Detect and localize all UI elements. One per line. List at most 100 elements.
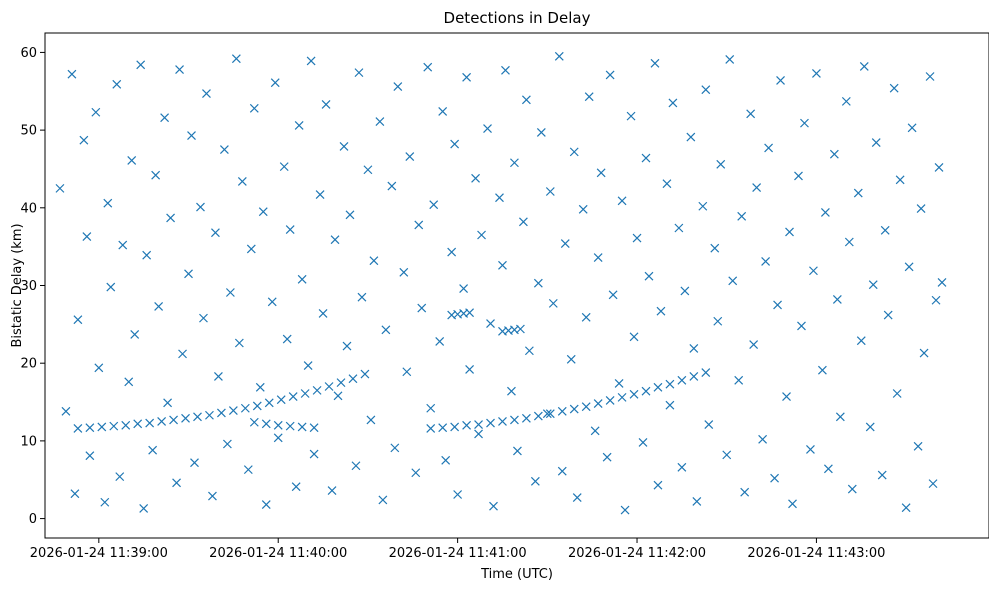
data-point [166, 213, 176, 223]
data-point [97, 422, 107, 432]
data-point [450, 139, 460, 149]
data-point [261, 500, 271, 510]
data-point [405, 152, 415, 161]
data-point [892, 389, 902, 398]
data-point [205, 410, 214, 420]
data-point [118, 240, 128, 250]
data-point [243, 465, 253, 475]
data-point [524, 346, 534, 356]
x-tick-label: 2026-01-24 11:39:00 [30, 546, 168, 561]
data-point [650, 58, 660, 68]
data-point [330, 235, 340, 245]
data-point [157, 417, 167, 426]
data-point [770, 473, 779, 483]
data-point [931, 295, 941, 305]
data-point [871, 138, 881, 147]
data-point [390, 443, 400, 453]
data-point [450, 422, 460, 432]
y-tick-label: 60 [20, 46, 37, 61]
data-point [213, 371, 223, 381]
data-point [73, 424, 83, 433]
x-tick-label: 2026-01-24 11:43:00 [747, 546, 885, 561]
data-point [617, 196, 627, 206]
data-point [785, 227, 794, 237]
data-point [749, 340, 759, 349]
data-point [677, 375, 687, 385]
data-point [554, 51, 564, 61]
data-point [190, 458, 199, 468]
data-point [557, 466, 567, 476]
data-point [276, 395, 286, 405]
data-point [548, 298, 558, 308]
data-point [181, 413, 190, 423]
data-point [423, 62, 433, 72]
data-point [572, 493, 582, 503]
data-point [605, 396, 615, 405]
data-point [641, 386, 651, 396]
data-point [880, 225, 890, 235]
data-point [303, 361, 313, 370]
data-point [348, 374, 358, 384]
data-point [722, 450, 732, 460]
data-point [533, 278, 543, 288]
data-point [752, 183, 762, 193]
data-point [569, 147, 579, 157]
data-point [375, 117, 385, 126]
data-point [67, 69, 77, 79]
data-point [483, 124, 492, 133]
data-point [797, 321, 806, 331]
data-point [495, 193, 504, 203]
data-point [300, 389, 310, 398]
data-point [632, 233, 642, 243]
data-point [486, 418, 495, 428]
data-point [354, 68, 364, 78]
data-point [734, 375, 744, 385]
data-point [327, 486, 337, 496]
data-point [581, 312, 591, 322]
data-point [360, 369, 370, 379]
data-point [590, 426, 600, 436]
data-point [859, 61, 869, 71]
data-point [306, 56, 316, 66]
data-point [507, 386, 516, 396]
data-point [653, 382, 663, 392]
data-point [692, 497, 702, 506]
data-point [130, 330, 140, 339]
data-point [701, 368, 711, 377]
data-point [800, 118, 809, 128]
x-axis-ticks: 2026-01-24 11:39:00 2026-01-24 11:40:00 20… [30, 538, 885, 561]
data-point [402, 367, 412, 377]
data-point [832, 295, 842, 304]
data-point [462, 420, 472, 430]
data-point [187, 131, 196, 140]
data-point [510, 158, 519, 168]
data-point [542, 409, 552, 419]
data-point [115, 472, 125, 482]
data-point [578, 204, 588, 214]
data-point [883, 310, 893, 320]
data-point [812, 68, 821, 78]
data-point [868, 280, 878, 290]
data-point [342, 341, 352, 351]
data-point [521, 95, 531, 105]
data-point [112, 79, 122, 89]
data-point [865, 422, 875, 432]
data-point [309, 423, 319, 433]
data-point [339, 142, 349, 151]
data-point [148, 445, 158, 455]
data-point [61, 406, 71, 416]
data-point [638, 438, 648, 447]
data-point [85, 451, 95, 461]
data-point [545, 409, 555, 419]
data-point [662, 179, 672, 189]
data-point [626, 111, 636, 121]
data-point [240, 403, 250, 413]
data-point [288, 392, 298, 402]
data-points [55, 51, 947, 515]
data-point [829, 149, 839, 159]
data-point [255, 382, 265, 392]
data-point [581, 402, 591, 412]
data-point [513, 446, 522, 456]
data-point [297, 274, 307, 284]
